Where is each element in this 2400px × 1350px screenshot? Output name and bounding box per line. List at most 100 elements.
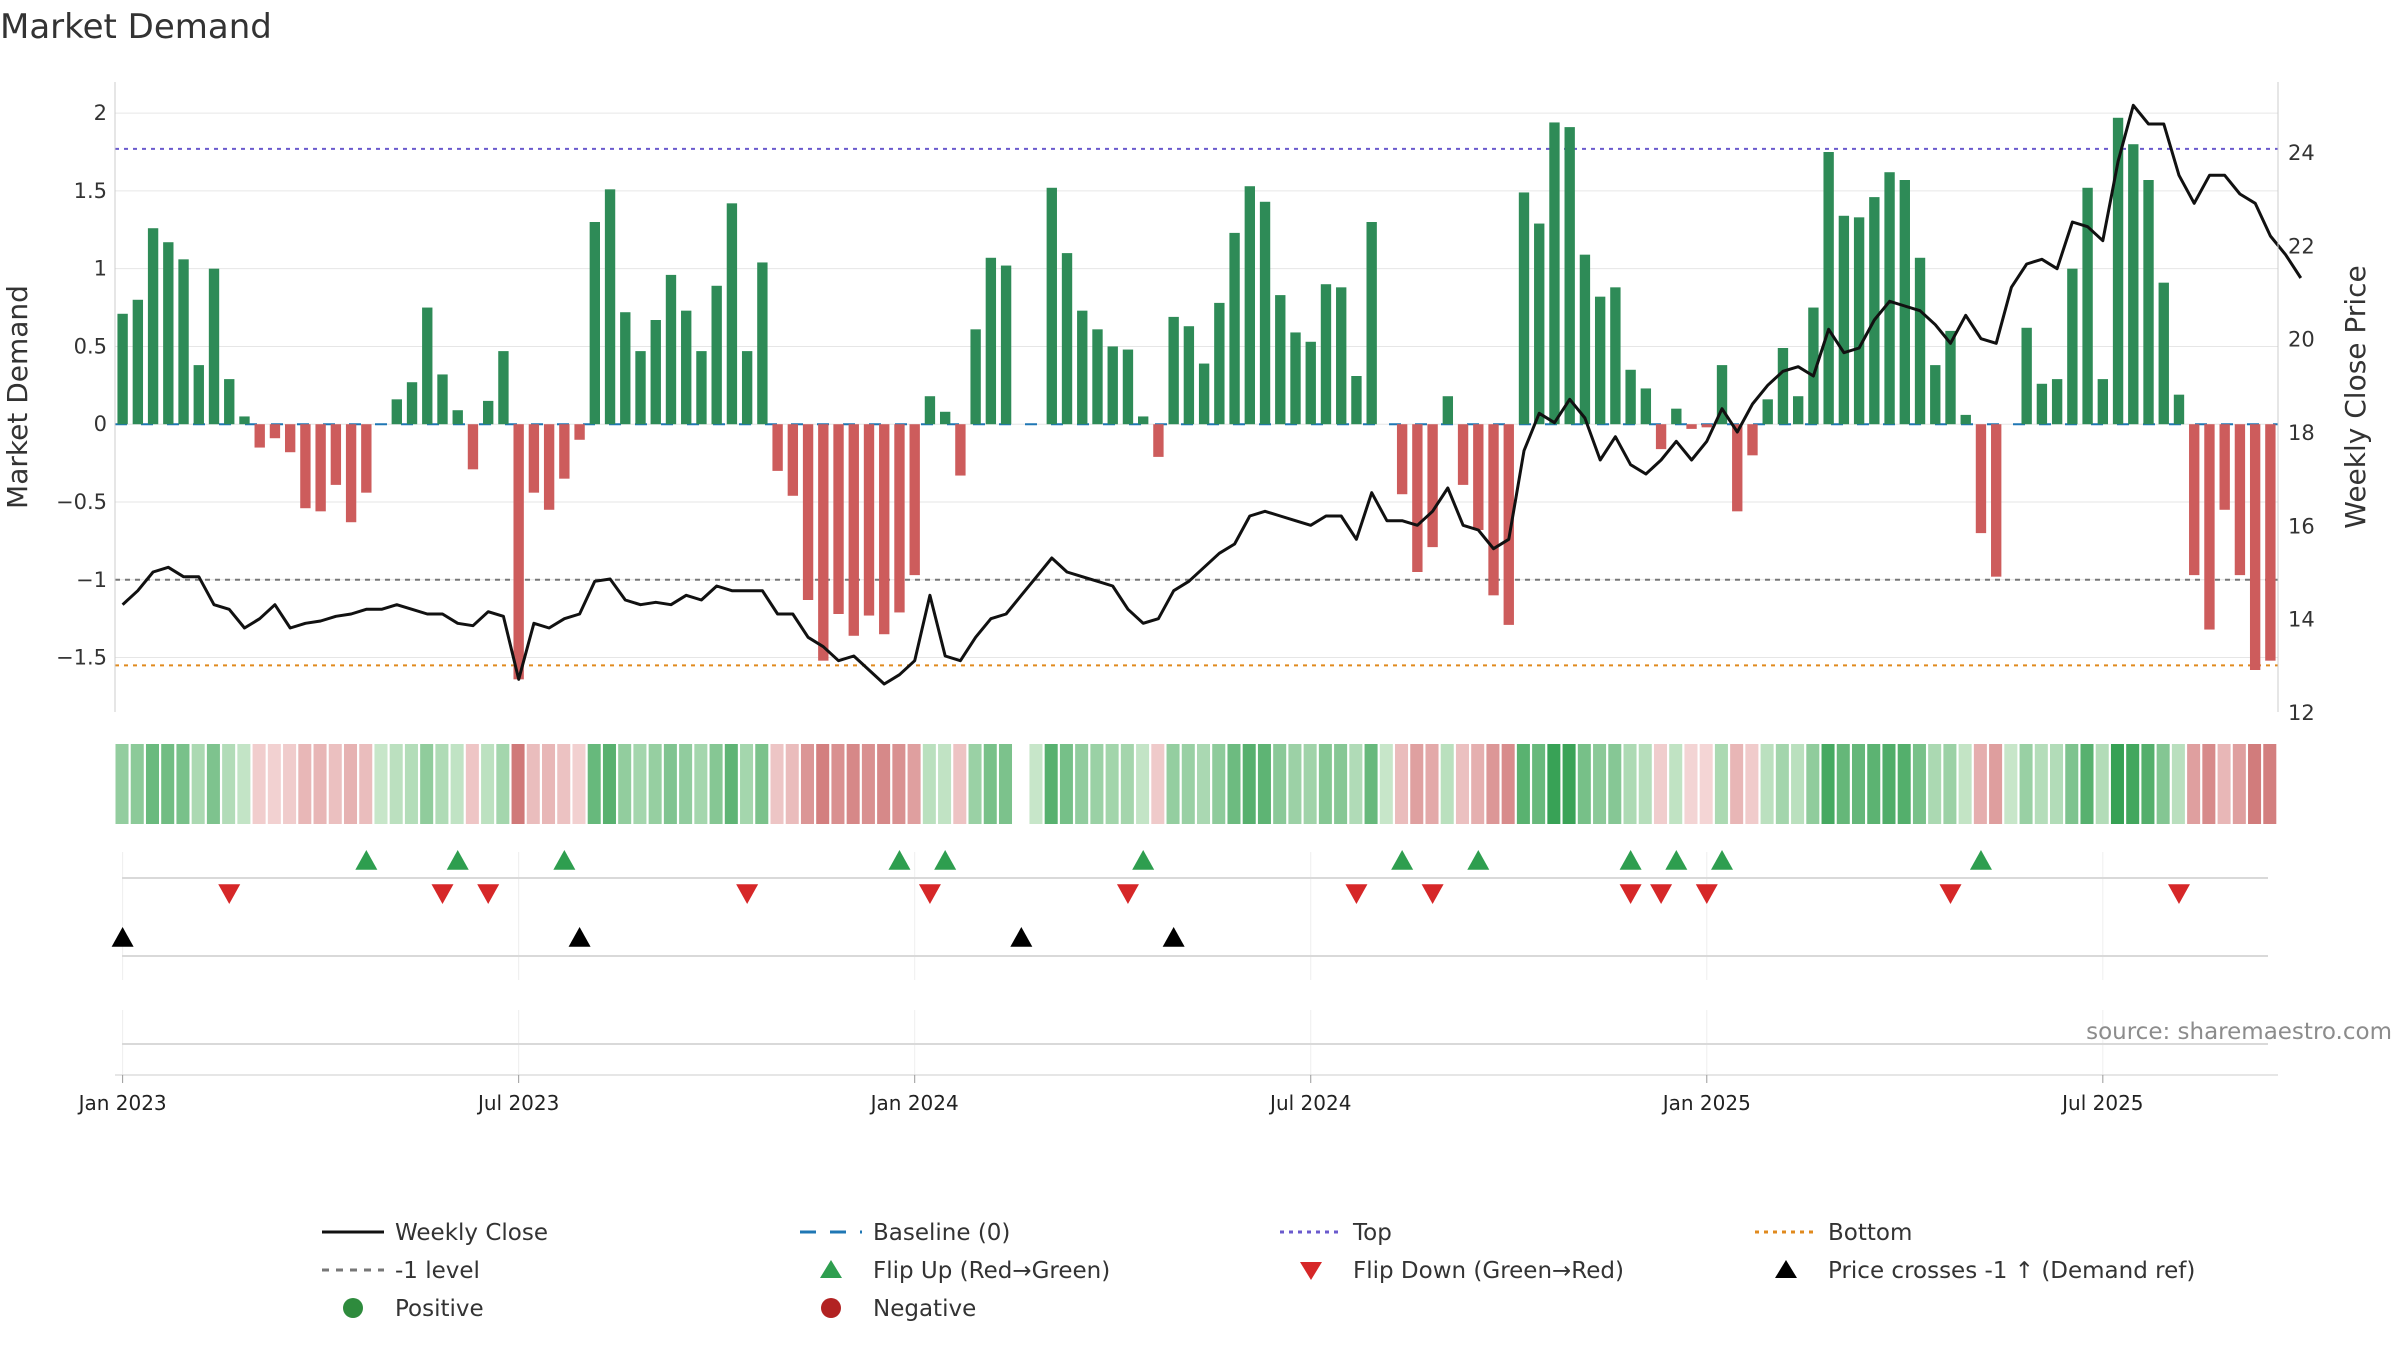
heat-cell <box>618 744 632 824</box>
heat-cell <box>450 744 464 824</box>
positive-demand-bar <box>2158 282 2169 425</box>
negative-demand-bar <box>772 424 783 471</box>
heat-cell <box>1242 744 1256 824</box>
heat-cell <box>1593 744 1607 824</box>
heat-cell <box>2034 744 2048 824</box>
positive-demand-bar <box>1366 222 1377 425</box>
heat-cell <box>2248 744 2262 824</box>
heat-cell <box>1379 744 1393 824</box>
y-tick-label: 2 <box>94 101 107 125</box>
flip-down-marker <box>918 884 941 904</box>
negative-demand-bar <box>818 424 829 661</box>
negative-demand-bar <box>802 424 814 600</box>
negative-demand-bar <box>345 424 357 523</box>
heat-cell <box>740 744 754 824</box>
positive-demand-bar <box>208 268 220 425</box>
positive-demand-bar <box>1107 346 1118 425</box>
heat-cell <box>2050 744 2064 824</box>
positive-demand-bar <box>1914 257 1926 425</box>
positive-demand-bar <box>620 312 631 425</box>
positive-demand-bar <box>117 313 128 425</box>
price-cross-marker <box>1010 927 1033 947</box>
heat-cell <box>1197 744 1211 824</box>
positive-demand-bar <box>1518 192 1530 425</box>
heat-cell <box>496 744 510 824</box>
positive-demand-bar <box>650 320 661 425</box>
heat-cell <box>602 744 616 824</box>
heat-cell <box>161 744 175 824</box>
legend-item: Baseline (0) <box>800 1220 1010 1246</box>
negative-demand-bar <box>528 424 540 493</box>
heat-cell <box>1653 744 1668 824</box>
legend-label: Positive <box>395 1296 484 1322</box>
positive-demand-bar <box>1000 265 1012 425</box>
heat-cell <box>1410 744 1424 824</box>
heat-cell <box>2187 744 2201 824</box>
flip-up-marker <box>1665 850 1688 870</box>
positive-demand-bar <box>1777 348 1789 425</box>
positive-demand-bar <box>2097 379 2109 425</box>
heat-cell <box>1227 744 1241 824</box>
heat-cell <box>2232 744 2246 824</box>
flip-down-marker <box>1421 884 1444 904</box>
positive-demand-bar <box>970 329 981 425</box>
positive-demand-bar <box>985 257 997 425</box>
price-cross-marker <box>568 927 591 947</box>
positive-demand-bar <box>193 365 204 425</box>
negative-demand-bar <box>1732 424 1743 512</box>
heat-cell <box>1867 744 1881 824</box>
legend-label: Top <box>1352 1220 1392 1246</box>
axes: −1.5 −1 −0.5 0 0.5 1 1.5 2 12 14 16 18 20 22 24 <box>56 82 2315 725</box>
heat-cell <box>679 744 693 824</box>
positive-demand-bar <box>1899 180 1910 425</box>
heat-cell <box>404 744 418 824</box>
positive-demand-bar <box>2036 383 2048 425</box>
negative-demand-bar <box>1488 424 1499 596</box>
positive-demand-bar <box>2051 379 2063 425</box>
heat-cell <box>1090 744 1104 824</box>
positive-demand-bar <box>681 310 692 425</box>
positive-demand-bar <box>1579 254 1591 425</box>
y-tick-label: 0.5 <box>74 334 107 358</box>
flip-up-marker <box>1619 850 1642 870</box>
positive-demand-bar <box>178 259 189 425</box>
heat-cell <box>1775 744 1789 824</box>
heat-cell <box>511 744 525 824</box>
negative-demand-bar <box>2265 424 2276 661</box>
positive-demand-bar <box>483 400 494 425</box>
negative-demand-bar <box>1701 424 1712 428</box>
negative-demand-bar <box>1427 424 1438 548</box>
positive-demand-bar <box>406 382 418 425</box>
heat-cell <box>633 744 647 824</box>
flip-up-marker <box>1132 850 1155 870</box>
y2-tick-label: 18 <box>2288 421 2315 445</box>
heat-cell <box>481 744 495 824</box>
heat-cell <box>1989 744 2003 824</box>
positive-demand-bar <box>1061 253 1073 425</box>
legend-label: Flip Up (Red→Green) <box>873 1258 1110 1284</box>
heat-cell <box>1623 744 1637 824</box>
positive-demand-bar <box>2128 144 2139 425</box>
positive-demand-bar <box>1960 414 1971 425</box>
positive-demand-bar <box>1198 363 1210 425</box>
positive-demand-bar <box>1442 396 1454 425</box>
heat-cell <box>343 744 358 824</box>
legend-swatch-triangle-up <box>1775 1260 1797 1278</box>
positive-demand-bar <box>163 242 174 425</box>
flip-up-marker <box>1391 850 1414 870</box>
heat-cell <box>313 744 327 824</box>
positive-demand-bar <box>498 351 509 425</box>
positive-demand-bar <box>224 379 235 425</box>
positive-demand-bar <box>452 410 463 425</box>
heat-cell <box>2126 744 2140 824</box>
heat-cell <box>1395 744 1409 824</box>
x-tick-label: Jan 2025 <box>1661 1091 1751 1115</box>
heat-cell <box>1882 744 1896 824</box>
legend-label: Negative <box>873 1296 976 1322</box>
heat-cell <box>1440 744 1454 824</box>
flip-down-marker <box>1939 884 1962 904</box>
negative-demand-bar <box>2219 424 2230 510</box>
y-tick-label: 0 <box>94 412 107 436</box>
positive-demand-bar <box>2173 394 2185 425</box>
legend-swatch-circle <box>821 1298 841 1318</box>
